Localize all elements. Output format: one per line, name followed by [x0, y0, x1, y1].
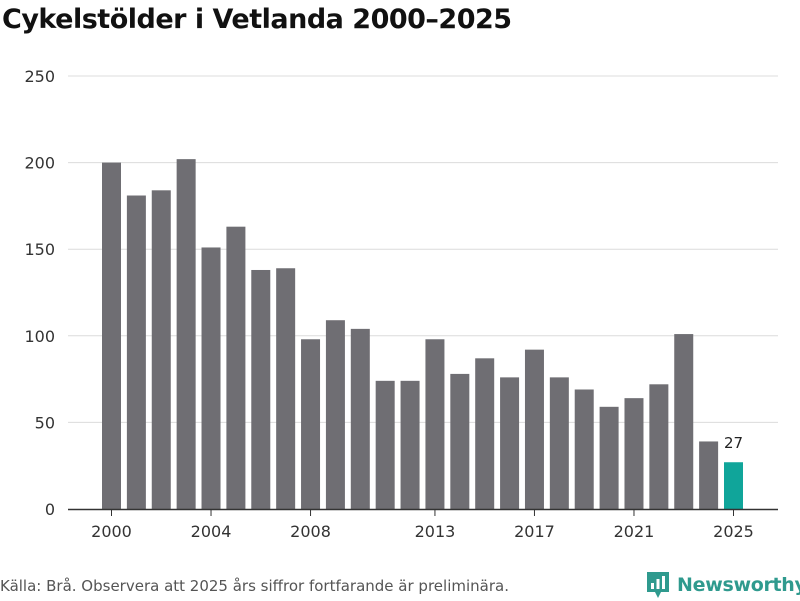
bar-2014 — [450, 373, 470, 509]
data-label-2025: 27 — [724, 434, 743, 452]
y-axis-ticks: 0 50 100 150 200 250 — [24, 67, 55, 519]
x-axis: 2000 2004 2008 2013 2017 2021 2025 — [68, 508, 778, 541]
bar-2009 — [325, 320, 345, 509]
y-tick-label: 150 — [24, 240, 55, 259]
bar-2025 — [724, 462, 743, 509]
data-labels: 27 — [724, 434, 743, 452]
bar-2001 — [126, 195, 146, 509]
newsworthy-logo-icon — [647, 572, 669, 598]
bar-2015 — [475, 358, 495, 509]
x-tick-label: 2000 — [91, 522, 132, 541]
gridlines — [68, 75, 778, 423]
bar-2017 — [524, 349, 544, 509]
brand-logo: Newsworthy — [645, 569, 800, 601]
bar-2004 — [201, 247, 221, 509]
x-tick-label: 2013 — [415, 522, 456, 541]
bar-2008 — [301, 339, 321, 509]
y-tick-label: 200 — [24, 154, 55, 173]
bar-2018 — [549, 377, 569, 509]
bar-2020 — [599, 406, 619, 509]
bar-2006 — [251, 269, 271, 509]
x-tick-label: 2004 — [191, 522, 232, 541]
brand-name: Newsworthy — [677, 574, 800, 596]
bar-2023 — [674, 334, 694, 509]
bar-2005 — [226, 226, 246, 509]
bar-2016 — [500, 377, 520, 509]
bar-2010 — [350, 328, 370, 509]
y-tick-label: 250 — [24, 67, 55, 86]
chart-title: Cykelstölder i Vetlanda 2000–2025 — [2, 4, 512, 35]
y-tick-label: 0 — [45, 500, 55, 519]
bars — [102, 159, 743, 510]
x-tick-label: 2025 — [713, 522, 754, 541]
y-tick-label: 100 — [24, 327, 55, 346]
bar-2021 — [624, 398, 644, 509]
bar-2002 — [151, 190, 171, 509]
x-tick-label: 2008 — [290, 522, 331, 541]
bar-2000 — [102, 162, 121, 509]
x-tick-label: 2017 — [514, 522, 555, 541]
source-note: Källa: Brå. Observera att 2025 års siffr… — [0, 577, 509, 595]
y-tick-label: 50 — [35, 413, 55, 432]
x-tick-label: 2021 — [614, 522, 655, 541]
bar-2024 — [699, 441, 719, 509]
bar-2011 — [375, 380, 395, 509]
bar-2022 — [649, 384, 669, 509]
bar-2012 — [400, 380, 420, 509]
bar-2007 — [276, 268, 296, 509]
bar-2013 — [425, 339, 445, 509]
bar-2019 — [574, 389, 594, 509]
bar-2003 — [176, 159, 196, 510]
